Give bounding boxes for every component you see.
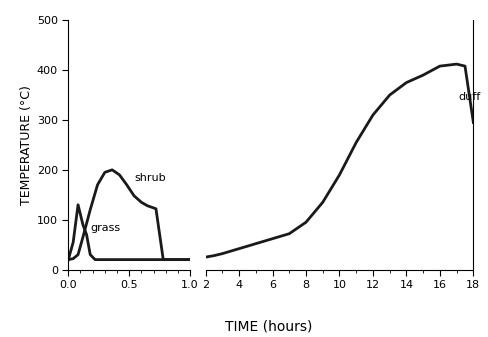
Text: grass: grass	[90, 223, 121, 233]
Text: shrub: shrub	[134, 173, 165, 183]
Text: TIME (hours): TIME (hours)	[224, 319, 312, 333]
Text: duff: duff	[458, 92, 481, 102]
Y-axis label: TEMPERATURE (°C): TEMPERATURE (°C)	[20, 85, 33, 205]
